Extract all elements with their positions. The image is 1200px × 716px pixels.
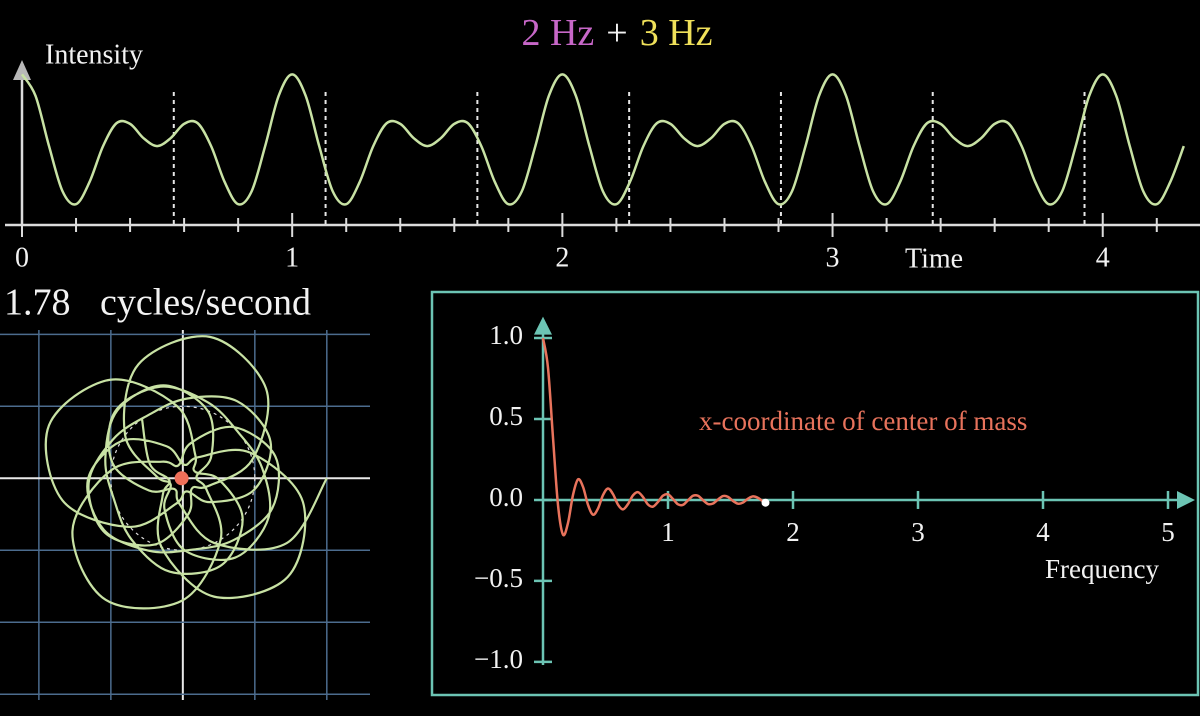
title-part: 3 Hz [640,12,713,54]
winding-frequency: 1.78 [4,282,71,324]
x-tick-label: 0 [15,242,29,273]
y-tick-label: −1.0 [474,644,523,674]
chart-title: 2 Hz +3 Hz [521,12,712,54]
y-tick-label: 0.0 [489,482,523,512]
center-of-mass-line [541,337,767,537]
x-tick-label: 4 [1036,517,1050,547]
winding-frequency-unit: cycles/second [100,282,311,324]
title-part: + [606,12,627,54]
x-axis-arrow [1177,490,1195,509]
y-axis-arrow [13,60,31,80]
x-axis-label: Frequency [1045,554,1159,584]
x-tick-label: 2 [555,242,569,273]
center-of-mass [174,471,189,486]
x-tick-label: 3 [826,242,840,273]
y-axis-arrow [534,316,552,335]
x-tick-label: 5 [1161,517,1175,547]
y-tick-label: 0.5 [489,401,523,431]
x-tick-label: 4 [1096,242,1110,273]
winding-graph: 1.78 cycles/second [0,282,372,700]
x-tick-label: 2 [786,517,800,547]
signal-line [20,73,1185,206]
y-tick-label: 1.0 [489,320,523,350]
plot-frame [430,290,1200,697]
x-tick-label: 3 [911,517,925,547]
current-point [761,498,770,507]
wound-signal [44,335,328,610]
signal-chart: 2 Hz +3 Hz Intensity Time 0 1 2 3 4 [5,12,1200,274]
title-part: 2 Hz [521,12,594,54]
annotation: x-coordinate of center of mass [699,406,1027,436]
x-tick-label: 1 [661,517,675,547]
x-tick-label: 1 [285,242,299,273]
y-tick-label: −0.5 [474,563,523,593]
label-backdrop [0,288,372,328]
y-axis-label: Intensity [45,39,143,70]
x-axis-label: Time [905,243,963,274]
